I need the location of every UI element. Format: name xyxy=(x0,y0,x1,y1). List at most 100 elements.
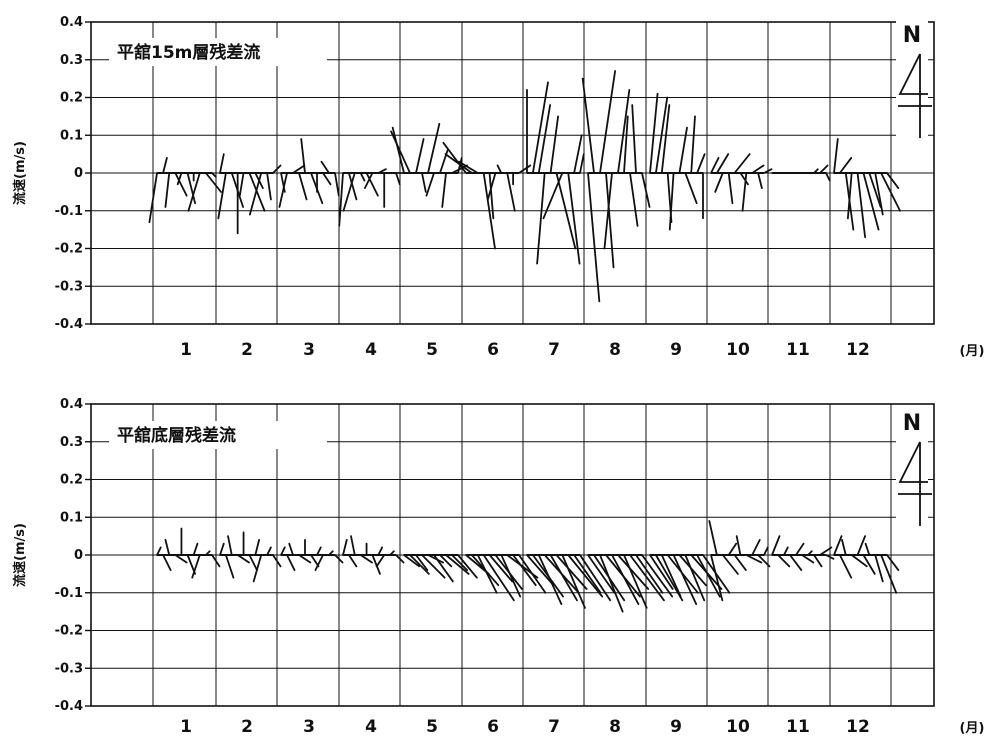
y-tick-label: 0 xyxy=(74,166,83,181)
stick-vector xyxy=(298,554,312,564)
month-label: 6 xyxy=(487,717,499,737)
stick-vector xyxy=(415,138,425,174)
stick-vector xyxy=(587,172,601,303)
x-axis-unit: (月) xyxy=(960,344,985,359)
stick-vector xyxy=(248,554,258,571)
month-label: 7 xyxy=(548,717,560,737)
stick-vector xyxy=(561,554,586,609)
stick-vector xyxy=(542,172,564,220)
stick-vector xyxy=(856,172,867,239)
y-tick-label: 0.1 xyxy=(60,510,83,525)
stick-vector xyxy=(359,172,366,182)
stick-vector xyxy=(350,535,356,556)
stick-vector xyxy=(751,539,761,556)
stick-vector xyxy=(710,554,724,602)
stick-vector xyxy=(850,554,868,568)
stick-vector xyxy=(739,172,749,186)
stick-vector xyxy=(880,172,901,212)
month-label: 11 xyxy=(786,717,810,737)
stick-vector xyxy=(174,554,188,564)
stick-vector xyxy=(715,153,730,174)
stick-vector xyxy=(365,172,379,197)
stick-vector xyxy=(629,172,639,227)
stick-vector xyxy=(375,554,386,568)
stick-vector xyxy=(531,81,549,174)
stick-vector xyxy=(458,160,479,174)
stick-vector xyxy=(272,554,282,568)
stick-vector xyxy=(623,115,629,174)
y-tick-label: -0.2 xyxy=(55,624,83,639)
stick-vector xyxy=(611,554,640,605)
stick-vector xyxy=(631,104,637,174)
month-label: 1 xyxy=(180,340,192,360)
stick-vector xyxy=(690,115,696,174)
stick-vector xyxy=(727,172,734,205)
north-arrow-background xyxy=(896,20,928,140)
stick-vector xyxy=(819,164,829,174)
stick-vector xyxy=(864,542,871,556)
month-label: 3 xyxy=(303,717,315,737)
chart-title: 平舘底層残差流 xyxy=(117,425,236,446)
stick-vector xyxy=(320,160,330,174)
stick-vector xyxy=(488,172,495,220)
stick-vector xyxy=(227,535,233,556)
stick-vector xyxy=(579,153,585,174)
stick-vector xyxy=(599,70,616,174)
stick-vector xyxy=(880,554,898,594)
stick-vector xyxy=(678,126,688,174)
stick-vector xyxy=(629,554,665,602)
stick-vector xyxy=(288,542,294,556)
stick-vector xyxy=(162,156,168,174)
stick-vector xyxy=(735,535,742,556)
stick-vector xyxy=(886,172,900,190)
stick-vector xyxy=(573,554,602,594)
stick-vector xyxy=(342,172,356,212)
stick-vector xyxy=(745,554,763,564)
north-label: N xyxy=(903,23,921,48)
stick-vector xyxy=(733,554,747,571)
title-background xyxy=(109,38,327,66)
stick-vector xyxy=(649,554,674,590)
stick-vector xyxy=(377,546,384,556)
x-axis-unit: (月) xyxy=(960,721,985,736)
north-arrow-background xyxy=(896,408,928,528)
stick-vector xyxy=(684,172,698,205)
stick-vector xyxy=(334,172,340,197)
month-label: 10 xyxy=(726,717,750,737)
stick-vector xyxy=(342,539,348,556)
stick-vector xyxy=(518,554,547,594)
stick-vector xyxy=(536,172,546,265)
stick-vector xyxy=(162,554,172,571)
stick-vector xyxy=(757,554,771,568)
month-label: 3 xyxy=(303,340,315,360)
stick-vector xyxy=(298,172,308,201)
stick-vector xyxy=(441,172,447,208)
stick-vector xyxy=(537,104,552,174)
stick-vector xyxy=(733,153,751,174)
stick-vector xyxy=(668,172,675,231)
stick-vector xyxy=(425,172,435,197)
stick-vector xyxy=(300,138,306,174)
stick-vector xyxy=(433,554,454,583)
stick-vector xyxy=(292,164,306,174)
y-tick-label: -0.3 xyxy=(55,279,83,294)
stick-vector xyxy=(395,172,401,186)
stick-vector xyxy=(156,546,162,556)
stick-vector xyxy=(204,172,222,193)
stick-vector xyxy=(482,172,496,250)
stick-vector xyxy=(567,172,581,265)
stick-vector xyxy=(819,546,833,556)
stick-vector xyxy=(587,554,616,594)
stick-vector xyxy=(874,554,884,583)
stick-vector xyxy=(421,554,446,579)
stick-vector xyxy=(555,554,588,590)
stick-vector xyxy=(825,172,831,182)
month-label: 6 xyxy=(487,340,499,360)
month-label: 8 xyxy=(609,340,621,360)
stick-vector xyxy=(219,542,225,556)
stick-vector xyxy=(708,520,718,556)
stick-vector xyxy=(603,172,613,250)
stick-vector xyxy=(862,554,876,575)
stick-vector xyxy=(549,115,560,174)
